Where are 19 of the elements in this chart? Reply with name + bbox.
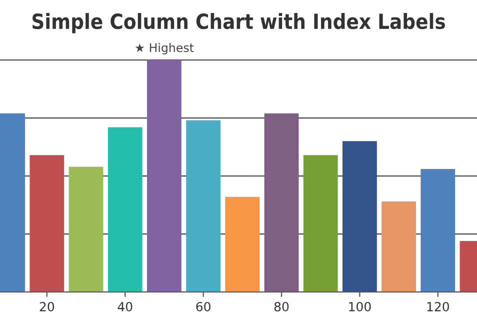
bar [382, 202, 416, 292]
bar [147, 60, 182, 292]
chart-title: Simple Column Chart with Index Labels [32, 13, 445, 34]
bar [108, 127, 142, 292]
bar [186, 120, 221, 292]
bar [68, 166, 104, 292]
x-tick-label: 100 [349, 302, 371, 312]
bar [342, 141, 377, 292]
x-tick-label: 80 [274, 302, 289, 312]
bar [264, 113, 299, 292]
x-tick-label: 60 [196, 302, 210, 312]
x-tick-label: 120 [427, 302, 449, 312]
bar [303, 155, 338, 292]
bar [420, 169, 456, 292]
bar [30, 155, 64, 292]
annotation: ★ Highest [135, 42, 194, 54]
x-tick-label: 20 [40, 302, 54, 312]
x-tick-label: 40 [118, 302, 132, 312]
bar [225, 196, 260, 292]
